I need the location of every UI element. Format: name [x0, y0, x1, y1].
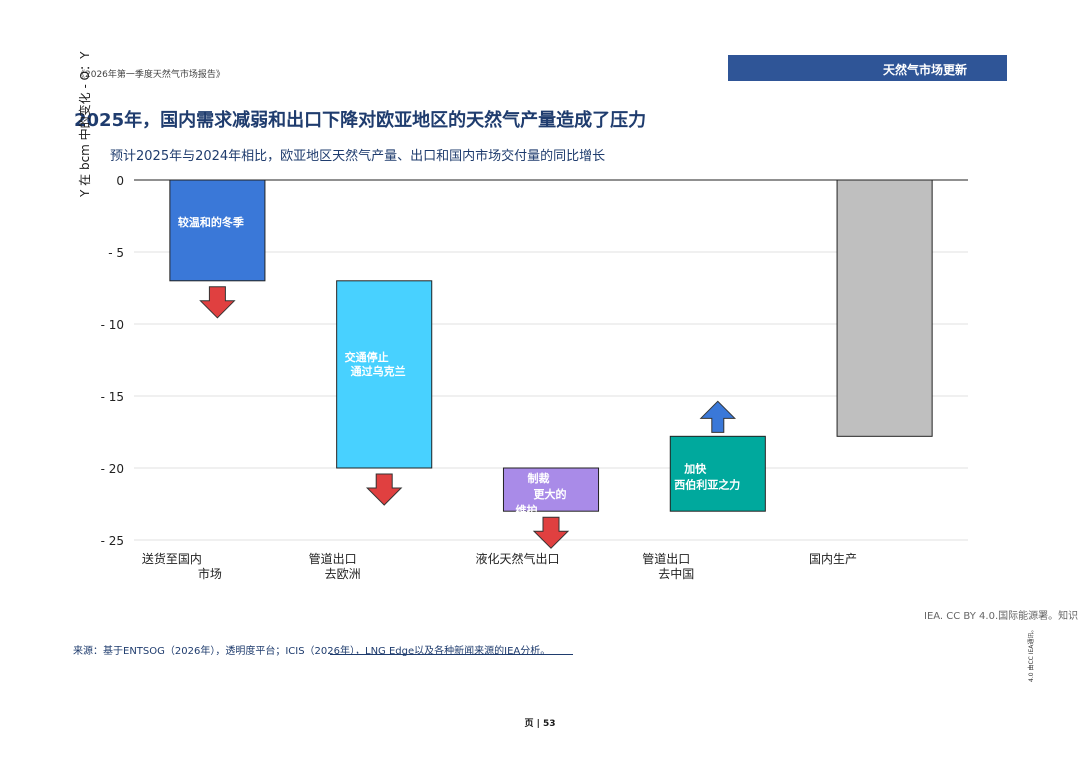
x-tick-label: 送货至国内: [142, 551, 202, 566]
chart-title: 2025年，国内需求减弱和出口下降对欧亚地区的天然气产量造成了压力: [74, 110, 647, 131]
bar: [502, 467, 600, 512]
y-tick-label: - 10: [101, 318, 124, 332]
bar-annotation: 制裁: [527, 471, 549, 485]
bar-annotation: 西伯利亚之力: [674, 477, 740, 491]
x-tick-label: 去欧洲: [325, 567, 361, 581]
y-tick-label: - 5: [108, 246, 124, 260]
section-badge: 天然气市场更新: [728, 55, 1007, 81]
bar-annotation: 更大的: [533, 487, 566, 501]
bar: [336, 280, 433, 469]
section-badge-label: 天然气市场更新: [882, 63, 967, 77]
arrow-up-icon: [699, 400, 737, 433]
report-name: 《2026年第一季度天然气市场报告》: [76, 70, 225, 80]
x-tick-label: 国内生产: [809, 552, 857, 566]
bar-annotation: 较温和的冬季: [178, 215, 245, 229]
bar-annotation: 维护: [515, 503, 537, 517]
chart-subtitle: 预计2025年与2024年相比，欧亚地区天然气产量、出口和国内市场交付量的同比增…: [110, 149, 606, 164]
license-note: 4.0 由CC IEA通讯。: [1028, 626, 1035, 682]
bar-annotation: 交通停止: [345, 350, 389, 364]
bar-annotation: 加快: [683, 461, 707, 475]
x-tick-label: 管道出口: [309, 551, 357, 566]
source-link-underline: [330, 654, 573, 655]
y-tick-label: 0: [116, 174, 124, 188]
page-number: 页 | 53: [524, 719, 556, 729]
bar-annotation: 通过乌克兰: [351, 364, 406, 378]
attribution: IEA. CC BY 4.0.国际能源署。知识: [924, 611, 1079, 622]
x-tick-label: 去中国: [658, 566, 694, 581]
bar: [169, 179, 266, 282]
x-tick-label: 液化天然气出口: [475, 551, 559, 566]
y-tick-label: - 15: [101, 390, 124, 404]
arrow-down-icon: [199, 286, 236, 319]
y-tick-label: - 25: [101, 534, 124, 548]
arrow-down-icon: [532, 516, 570, 549]
bar: [669, 435, 766, 512]
x-tick-label: 管道出口: [642, 551, 690, 566]
arrow-down-icon: [365, 473, 403, 506]
source-note: 来源：基于ENTSOG（2026年），透明度平台；ICIS（2026年），LNG…: [73, 646, 551, 657]
x-tick-label: 市场: [198, 566, 222, 581]
bar: [836, 179, 933, 437]
y-tick-label: - 20: [101, 462, 124, 476]
